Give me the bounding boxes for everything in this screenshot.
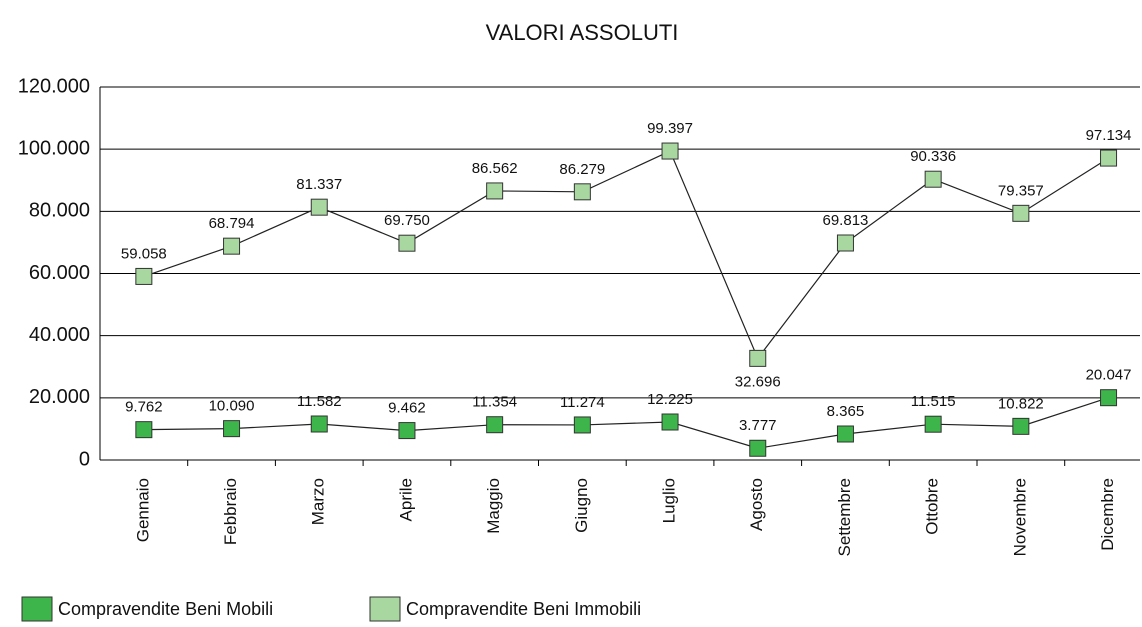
x-tick-label: Aprile bbox=[396, 478, 415, 521]
y-tick-label: 120.000 bbox=[18, 75, 90, 97]
value-label: 86.279 bbox=[559, 161, 605, 178]
x-tick-label: Giugno bbox=[572, 478, 591, 533]
marker bbox=[924, 170, 942, 188]
legend-label: Compravendite Beni Immobili bbox=[406, 599, 641, 619]
value-label: 99.397 bbox=[647, 120, 693, 137]
value-label: 59.058 bbox=[121, 245, 167, 262]
legend-swatch bbox=[369, 596, 401, 622]
marker bbox=[310, 415, 328, 433]
value-label: 68.794 bbox=[209, 215, 255, 232]
x-tick-label: Settembre bbox=[835, 478, 854, 556]
y-tick-label: 0 bbox=[79, 448, 90, 470]
y-tick-label: 60.000 bbox=[29, 262, 90, 284]
marker bbox=[1012, 204, 1030, 222]
x-tick-label: Agosto bbox=[747, 478, 766, 531]
marker bbox=[836, 234, 854, 252]
value-label: 8.365 bbox=[827, 403, 865, 420]
marker bbox=[135, 267, 153, 285]
value-label: 81.337 bbox=[296, 176, 342, 193]
x-tick-label: Gennaio bbox=[133, 478, 152, 542]
x-tick-label: Luglio bbox=[660, 478, 679, 523]
value-label: 86.562 bbox=[472, 160, 518, 177]
marker bbox=[398, 422, 416, 440]
value-label: 10.822 bbox=[998, 395, 1044, 412]
series-line bbox=[143, 150, 1109, 360]
marker bbox=[486, 416, 504, 434]
marker bbox=[661, 413, 679, 431]
marker bbox=[1100, 389, 1118, 407]
value-label: 90.336 bbox=[910, 148, 956, 165]
marker bbox=[661, 142, 679, 160]
chart-title: VALORI ASSOLUTI bbox=[486, 20, 679, 45]
value-label: 11.582 bbox=[297, 393, 342, 410]
y-tick-label: 20.000 bbox=[29, 386, 90, 408]
y-tick-label: 100.000 bbox=[18, 137, 90, 159]
x-tick-label: Novembre bbox=[1010, 478, 1029, 556]
marker bbox=[573, 183, 591, 201]
marker bbox=[573, 416, 591, 434]
x-tick-label: Ottobre bbox=[923, 478, 942, 535]
value-label: 97.134 bbox=[1086, 127, 1132, 144]
value-label: 11.274 bbox=[560, 394, 605, 411]
value-label: 12.225 bbox=[647, 391, 693, 408]
series-line bbox=[143, 397, 1109, 449]
marker bbox=[223, 237, 241, 255]
marker bbox=[223, 420, 241, 438]
value-label: 79.357 bbox=[998, 182, 1044, 199]
legend-label: Compravendite Beni Mobili bbox=[58, 599, 273, 619]
value-label: 3.777 bbox=[739, 417, 777, 434]
x-tick-label: Febbraio bbox=[221, 478, 240, 545]
marker bbox=[135, 421, 153, 439]
value-label: 9.462 bbox=[388, 400, 426, 417]
marker bbox=[1100, 149, 1118, 167]
marker bbox=[398, 234, 416, 252]
value-label: 10.090 bbox=[209, 398, 255, 415]
marker bbox=[749, 439, 767, 457]
marker bbox=[749, 349, 767, 367]
x-tick-label: Maggio bbox=[484, 478, 503, 534]
legend-swatch bbox=[21, 596, 53, 622]
marker bbox=[310, 198, 328, 216]
marker bbox=[486, 182, 504, 200]
y-tick-label: 80.000 bbox=[29, 200, 90, 222]
value-label: 69.813 bbox=[823, 212, 869, 229]
x-tick-label: Marzo bbox=[309, 478, 328, 525]
value-label: 69.750 bbox=[384, 212, 430, 229]
value-label: 20.047 bbox=[1086, 367, 1132, 384]
marker bbox=[836, 425, 854, 443]
marker bbox=[924, 415, 942, 433]
value-label: 11.515 bbox=[911, 393, 956, 410]
x-tick-label: Dicembre bbox=[1098, 478, 1117, 551]
marker bbox=[1012, 417, 1030, 435]
y-tick-label: 40.000 bbox=[29, 324, 90, 346]
value-label: 32.696 bbox=[735, 373, 781, 390]
value-label: 9.762 bbox=[125, 399, 163, 416]
value-label: 11.354 bbox=[472, 394, 517, 411]
